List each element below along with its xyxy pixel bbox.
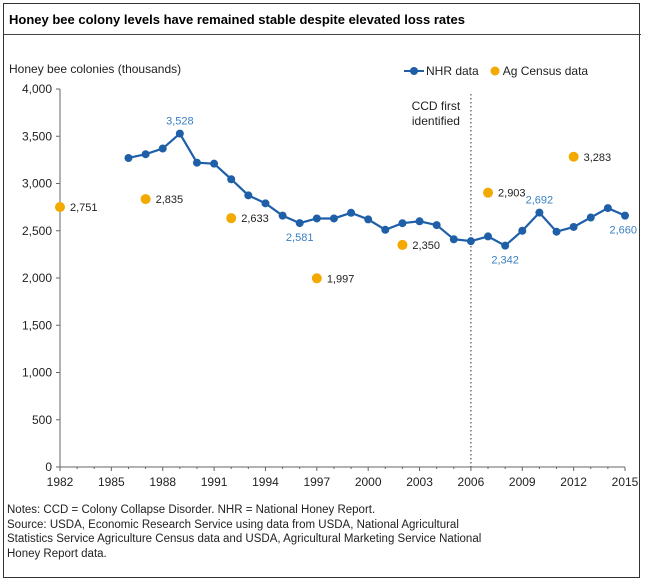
notes-line-2: Source: USDA, Economic Research Service … <box>7 518 459 531</box>
x-tick-label: 1994 <box>252 475 279 489</box>
census-data-label: 3,283 <box>584 152 612 164</box>
legend-item-nhr: NHR data <box>404 64 479 78</box>
x-tick-label: 2015 <box>612 475 639 489</box>
title-divider <box>4 34 641 35</box>
census-point <box>55 202 65 213</box>
x-tick-label: 1991 <box>201 475 228 489</box>
legend-item-census: Ag Census data <box>489 64 588 78</box>
census-data-label: 2,751 <box>70 202 98 214</box>
census-data-label: 2,350 <box>412 240 440 252</box>
x-tick-label: 2012 <box>560 475 587 489</box>
x-tick-label: 2003 <box>406 475 433 489</box>
census-point <box>140 194 151 205</box>
notes-line-3: Statistics Service Agriculture Census da… <box>7 533 482 545</box>
notes-line-4: Honey Report data. <box>7 547 107 560</box>
nhr-data-label: 2,692 <box>526 195 554 207</box>
nhr-point <box>261 199 270 208</box>
nhr-data-label: 2,342 <box>491 255 519 267</box>
y-tick-label: 2,000 <box>22 271 52 285</box>
nhr-point <box>158 144 167 153</box>
legend-label-census: Ag Census data <box>502 64 589 78</box>
census-data-label: 1,997 <box>327 273 355 285</box>
nhr-point <box>141 150 150 159</box>
nhr-point <box>415 217 424 226</box>
y-tick-label: 1,000 <box>22 366 52 380</box>
chart-title: Honey bee colony levels have remained st… <box>9 12 465 27</box>
nhr-point <box>586 213 595 222</box>
x-tick-label: 1997 <box>303 475 330 489</box>
nhr-point <box>432 221 441 230</box>
nhr-series: 3,528 2,581 2,342 2,692 2,660 <box>124 116 637 267</box>
census-series: 2,751 2,835 2,633 1,997 2,350 2,903 3,283 <box>55 151 612 285</box>
y-tick-label: 3,500 <box>22 129 52 143</box>
y-tick-label: 0 <box>45 460 52 474</box>
y-axis-label: Honey bee colonies (thousands) <box>9 62 182 76</box>
nhr-data-label: 2,660 <box>609 225 637 237</box>
nhr-point <box>175 129 184 138</box>
nhr-point <box>569 222 578 231</box>
nhr-point <box>278 211 287 220</box>
census-point <box>397 239 408 250</box>
legend-line-marker-icon <box>404 67 424 75</box>
nhr-point <box>347 208 356 217</box>
nhr-point <box>312 214 321 223</box>
nhr-point <box>621 211 629 220</box>
y-axis: 0 500 1,000 1,500 2,000 2,500 3,000 3,500 4,000 <box>22 82 61 474</box>
nhr-point <box>244 191 253 200</box>
nhr-point <box>210 159 219 168</box>
nhr-point <box>329 214 338 223</box>
nhr-point <box>535 208 544 217</box>
census-point <box>226 213 237 224</box>
legend-dot-marker-icon <box>490 66 500 76</box>
nhr-point <box>466 237 475 246</box>
nhr-line <box>128 131 626 248</box>
nhr-point <box>518 226 527 235</box>
census-data-label: 2,903 <box>498 188 526 200</box>
x-tick-label: 1985 <box>98 475 125 489</box>
nhr-point <box>192 158 201 167</box>
y-tick-label: 2,500 <box>22 224 52 238</box>
nhr-point <box>484 232 493 241</box>
nhr-point <box>501 241 510 250</box>
nhr-point <box>552 227 561 236</box>
census-data-label: 2,633 <box>241 213 269 225</box>
census-point <box>311 273 322 284</box>
nhr-point <box>449 235 458 244</box>
x-axis: 1982 1985 1988 1991 1994 1997 2000 2003 2006 2009… <box>47 466 639 489</box>
notes-line-1: Notes: CCD = Colony Collapse Disorder. N… <box>7 504 376 516</box>
census-point <box>568 151 579 162</box>
x-tick-label: 2000 <box>355 475 382 489</box>
nhr-point <box>227 175 236 184</box>
ccd-annotation-text: CCD first <box>412 99 461 113</box>
y-tick-label: 3,000 <box>22 177 52 191</box>
census-point <box>483 187 494 198</box>
nhr-point <box>398 219 407 228</box>
legend: NHR data Ag Census data <box>404 64 598 78</box>
nhr-point <box>381 225 390 234</box>
x-tick-label: 2006 <box>458 475 485 489</box>
chart-plot: 05001,0001,5002,0002,5003,0003,5004,000 … <box>22 82 639 489</box>
y-tick-label: 1,500 <box>22 318 52 332</box>
x-tick-label: 1988 <box>149 475 176 489</box>
chart-notes: Notes: CCD = Colony Collapse Disorder. N… <box>7 503 637 561</box>
legend-label-nhr: NHR data <box>426 64 479 78</box>
census-data-label: 2,835 <box>156 194 184 206</box>
y-tick-label: 4,000 <box>22 82 52 96</box>
nhr-data-label: 2,581 <box>286 232 314 244</box>
x-tick-label: 2009 <box>509 475 536 489</box>
nhr-data-label: 3,528 <box>166 116 194 128</box>
nhr-point <box>295 219 304 228</box>
y-tick-label: 500 <box>32 413 52 427</box>
ccd-annotation-text: identified <box>412 114 460 128</box>
chart-frame <box>3 3 640 578</box>
x-tick-label: 1982 <box>47 475 74 489</box>
nhr-point <box>364 215 373 224</box>
nhr-point <box>124 153 133 162</box>
nhr-point <box>603 204 612 213</box>
